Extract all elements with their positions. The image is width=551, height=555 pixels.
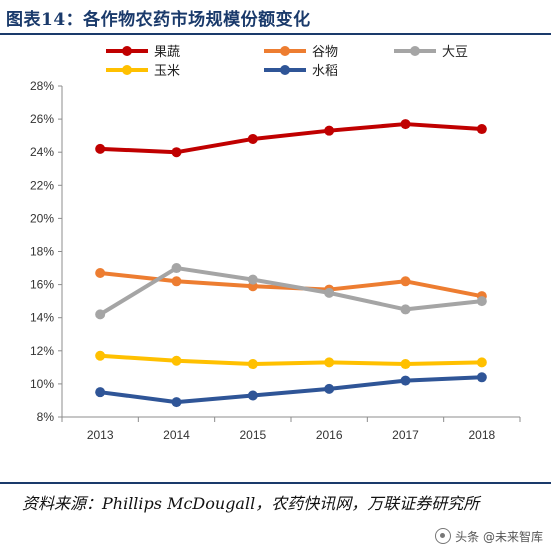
- series-大豆: [95, 263, 487, 320]
- title-divider: [0, 33, 551, 35]
- data-point: [247, 359, 258, 370]
- data-point: [247, 274, 258, 285]
- y-tick-label: 14%: [30, 311, 54, 325]
- legend-marker: [280, 46, 290, 56]
- x-tick-label: 2015: [239, 428, 266, 442]
- data-point: [476, 357, 487, 368]
- data-point: [324, 383, 335, 394]
- y-tick-label: 12%: [30, 344, 54, 358]
- circle-logo-icon: [435, 528, 452, 544]
- watermark-label: 头条 @未来智库: [455, 529, 543, 544]
- legend-item: 谷物: [264, 45, 338, 60]
- data-point: [247, 133, 258, 144]
- data-point: [95, 350, 106, 361]
- chart-title: 图表14：各作物农药市场规模份额变化: [6, 10, 311, 30]
- legend-label: 玉米: [154, 64, 180, 79]
- data-point: [324, 125, 335, 136]
- data-point: [400, 304, 411, 315]
- legend-label: 水稻: [312, 64, 338, 79]
- data-point: [95, 143, 106, 154]
- series-line: [98, 122, 484, 155]
- data-point: [476, 372, 487, 383]
- series-line: [98, 266, 484, 317]
- y-tick-label: 24%: [30, 145, 54, 159]
- watermark: 头条 @未来智库: [435, 525, 543, 547]
- legend-item: 玉米: [106, 64, 180, 79]
- data-point: [400, 359, 411, 370]
- data-point: [95, 387, 106, 398]
- legend-marker: [122, 46, 132, 56]
- y-tick-label: 20%: [30, 211, 54, 225]
- legend-item: 大豆: [394, 45, 468, 60]
- y-tick-label: 18%: [30, 245, 54, 259]
- y-tick-label: 10%: [30, 377, 54, 391]
- data-point: [95, 309, 106, 320]
- data-point: [476, 124, 487, 135]
- series-水稻: [95, 372, 487, 408]
- legend-item: 水稻: [264, 64, 338, 79]
- data-point: [400, 119, 411, 130]
- data-point: [171, 263, 182, 274]
- data-point: [400, 375, 411, 386]
- data-point: [324, 287, 335, 298]
- y-tick-label: 26%: [30, 112, 54, 126]
- series-果蔬: [95, 119, 487, 158]
- chart-series: [95, 119, 487, 408]
- x-tick-label: 2016: [316, 428, 343, 442]
- data-point: [95, 268, 106, 279]
- data-point: [171, 276, 182, 287]
- series-玉米: [95, 350, 487, 370]
- legend-marker: [122, 65, 132, 75]
- y-tick-label: 16%: [30, 278, 54, 292]
- data-point: [247, 390, 258, 401]
- legend-marker: [410, 46, 420, 56]
- y-tick-label: 8%: [37, 410, 55, 424]
- series-line: [98, 375, 484, 405]
- y-tick-label: 22%: [30, 178, 54, 192]
- x-tick-label: 2014: [163, 428, 190, 442]
- legend-label: 大豆: [442, 45, 468, 60]
- x-tick-label: 2018: [468, 428, 495, 442]
- x-tick-label: 2017: [392, 428, 419, 442]
- data-point: [324, 357, 335, 368]
- data-point: [171, 397, 182, 408]
- chart-axes: 8% 10% 12% 14% 16% 18% 20% 22% 24% 26% 28% 2013 2014…: [30, 79, 521, 442]
- legend-label: 谷物: [312, 45, 338, 60]
- legend-label: 果蔬: [154, 45, 180, 60]
- y-tick-label: 28%: [30, 79, 54, 93]
- data-point: [171, 147, 182, 158]
- source-note: 资料来源：Phillips McDougall，农药快讯网，万联证券研究所: [22, 494, 480, 513]
- legend-item: 果蔬: [106, 45, 180, 60]
- x-tick-label: 2013: [87, 428, 114, 442]
- footer-divider: [0, 482, 551, 484]
- legend-marker: [280, 65, 290, 75]
- data-point: [171, 355, 182, 366]
- series-line: [98, 353, 484, 367]
- data-point: [476, 296, 487, 307]
- data-point: [400, 276, 411, 287]
